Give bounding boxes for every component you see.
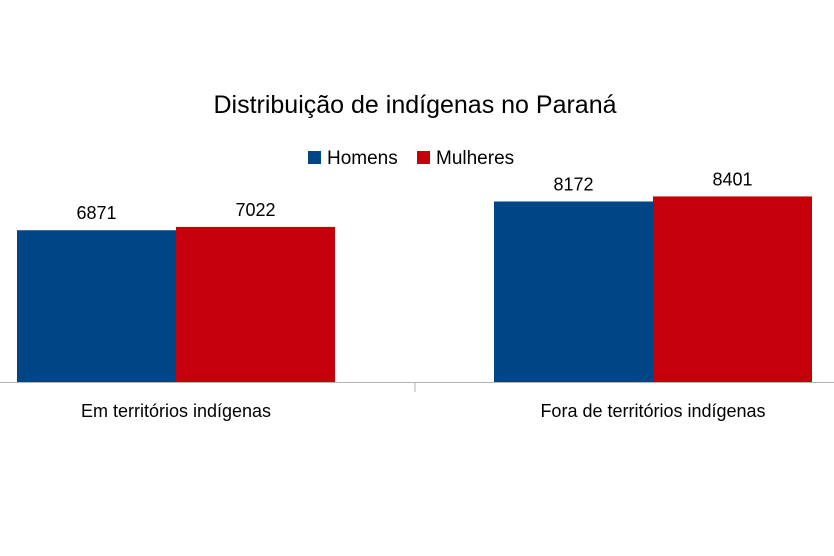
category-label-fora-de-territorios: Fora de territórios indígenas xyxy=(540,401,765,421)
legend: Homens Mulheres xyxy=(308,148,514,169)
legend-label-homens: Homens xyxy=(327,148,398,169)
bars xyxy=(17,196,812,382)
legend-swatch-mulheres xyxy=(417,151,430,164)
legend-label-mulheres: Mulheres xyxy=(436,148,514,169)
data-label-mulheres-0: 7022 xyxy=(235,200,275,220)
data-label-mulheres-1: 8401 xyxy=(712,169,752,189)
data-labels: 6871 7022 8172 8401 xyxy=(76,169,752,223)
category-label-em-territorios: Em territórios indígenas xyxy=(81,401,271,421)
data-label-homens-0: 6871 xyxy=(76,203,116,223)
bar-homens-0 xyxy=(17,230,176,382)
bar-mulheres-1 xyxy=(653,196,812,382)
bar-homens-1 xyxy=(494,201,653,382)
chart-title: Distribuição de indígenas no Paraná xyxy=(213,91,616,119)
bar-mulheres-0 xyxy=(176,226,335,382)
legend-swatch-homens xyxy=(308,151,321,164)
data-label-homens-1: 8172 xyxy=(553,174,593,194)
